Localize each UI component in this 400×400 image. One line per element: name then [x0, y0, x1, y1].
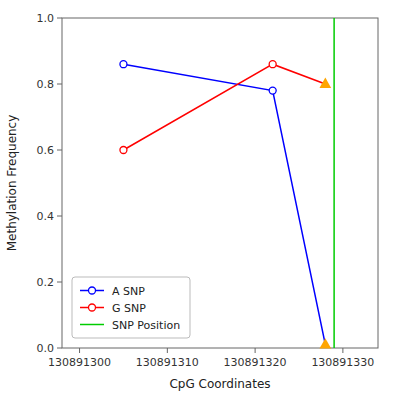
- point-marker: [120, 147, 127, 154]
- y-tick: [57, 150, 62, 151]
- y-tick: [57, 348, 62, 349]
- y-tick: [57, 216, 62, 217]
- legend-box: [72, 277, 190, 338]
- legend-swatch: [80, 324, 104, 326]
- chart: 0.0 0.2 0.4 0.6 0.8 1.0 130891300 130891310 1308…: [0, 0, 400, 400]
- x-axis-label: CpG Coordinates: [169, 377, 270, 391]
- y-tick-label: 0.6: [37, 144, 55, 157]
- y-tick: [57, 282, 62, 283]
- point-marker: [120, 61, 127, 68]
- x-tick: [342, 348, 343, 353]
- legend-label: A SNP: [112, 285, 145, 298]
- x-tick: [79, 348, 80, 353]
- x-tick-label: 130891300: [48, 356, 111, 369]
- legend-marker: [89, 304, 96, 311]
- y-tick-label: 0.8: [37, 78, 55, 91]
- y-tick-label: 1.0: [37, 12, 55, 25]
- point-marker: [269, 61, 276, 68]
- series-line: [123, 64, 325, 150]
- snp-marker: [319, 338, 331, 348]
- x-tick-label: 130891330: [311, 356, 374, 369]
- y-tick: [57, 84, 62, 85]
- legend-label: G SNP: [112, 302, 146, 315]
- y-tick: [57, 18, 62, 19]
- x-tick-label: 130891310: [136, 356, 199, 369]
- point-marker: [269, 87, 276, 94]
- y-tick-label: 0.4: [37, 210, 55, 223]
- y-tick-label: 0.0: [37, 342, 55, 355]
- y-tick-label: 0.2: [37, 276, 55, 289]
- legend: A SNP G SNP SNP Position: [72, 277, 190, 338]
- legend-label: SNP Position: [112, 319, 180, 332]
- x-tick-label: 130891320: [224, 356, 287, 369]
- plot-frame: [62, 18, 378, 348]
- snp-marker: [319, 78, 331, 88]
- y-axis-label: Methylation Frequency: [5, 115, 19, 252]
- legend-marker: [89, 287, 96, 294]
- snp-line: [333, 18, 335, 348]
- x-tick: [255, 348, 256, 353]
- x-tick: [167, 348, 168, 353]
